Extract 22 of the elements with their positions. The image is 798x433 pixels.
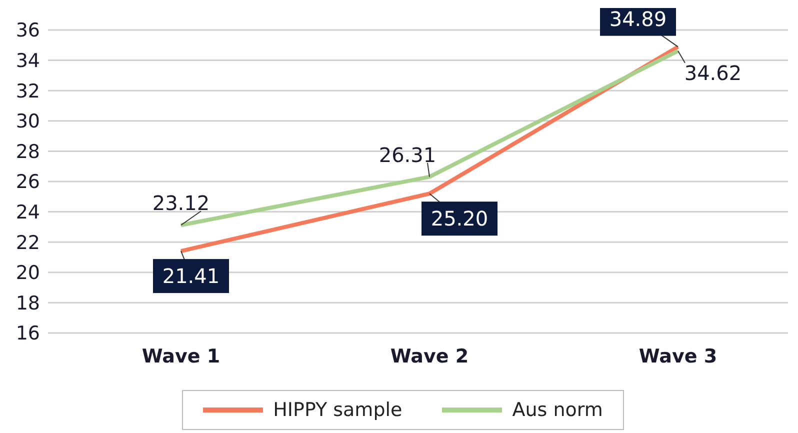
y-tick-label: 16	[16, 322, 40, 345]
x-tick-label: Wave 1	[142, 345, 220, 368]
data-label: 34.62	[684, 60, 742, 85]
legend-label: HIPPY sample	[273, 399, 402, 421]
y-tick-label: 22	[16, 232, 40, 254]
y-tick-label: 34	[16, 50, 40, 72]
x-tick-label: Wave 2	[390, 345, 469, 368]
y-tick-label: 24	[16, 202, 40, 224]
y-tick-label: 36	[16, 20, 40, 42]
y-tick-label: 26	[16, 171, 40, 194]
x-tick-label: Wave 3	[638, 345, 718, 368]
data-label: 25.20	[430, 206, 488, 231]
data-label: 34.89	[609, 6, 667, 31]
data-label: 21.41	[162, 264, 220, 288]
y-tick-label: 30	[16, 110, 40, 133]
data-label: 23.12	[152, 191, 210, 216]
y-tick-label: 28	[16, 140, 40, 163]
y-tick-label: 18	[16, 292, 40, 314]
y-tick-label: 20	[16, 262, 40, 284]
y-tick-label: 32	[16, 80, 40, 102]
legend-label: Aus norm	[512, 399, 603, 421]
data-label: 26.31	[378, 142, 436, 167]
